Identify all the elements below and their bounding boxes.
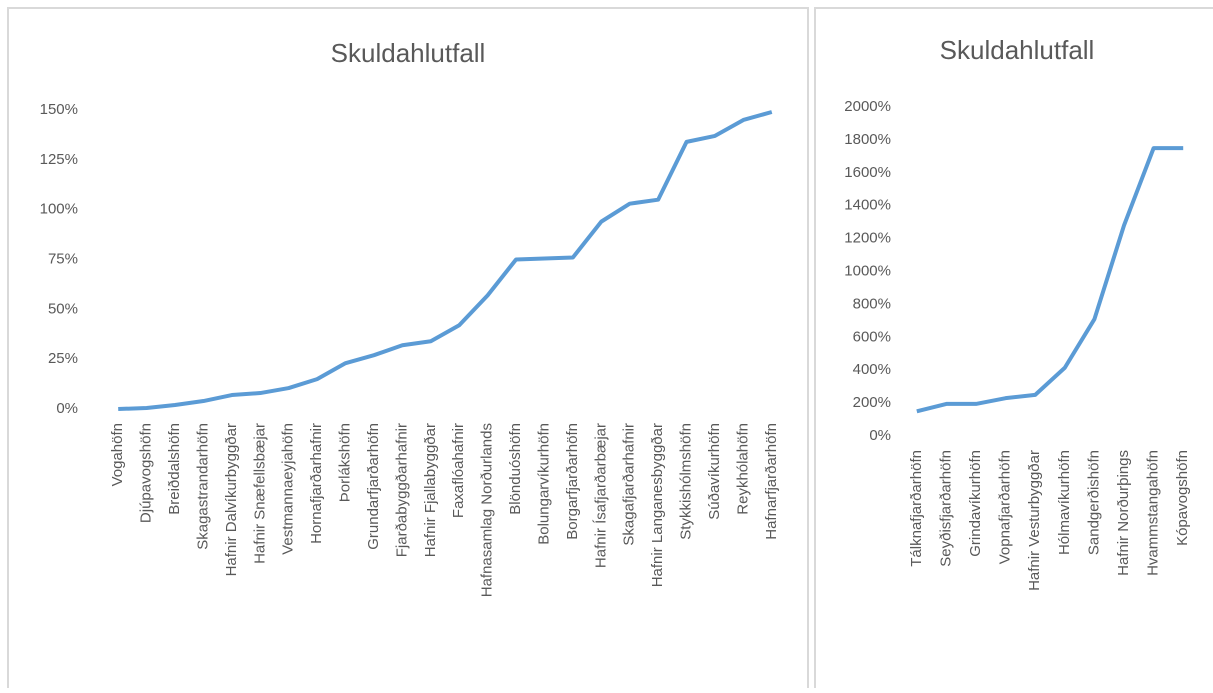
y-tick-label: 125%: [40, 151, 78, 168]
y-tick-label: 0%: [56, 400, 78, 417]
x-tick-label: Borgarfjarðarhöfn: [564, 423, 581, 540]
x-tick-label: Hafnir Ísafjarðarbæjar: [592, 423, 609, 568]
y-tick-label: 1200%: [844, 230, 891, 247]
x-tick-label: Blönduóshöfn: [507, 423, 524, 515]
chart-title: Skuldahlutfall: [331, 38, 486, 68]
x-tick-label: Hafnir Norðurþings: [1115, 450, 1132, 576]
x-tick-label: Skagafjarðarhafnir: [621, 423, 638, 546]
y-tick-label: 75%: [48, 250, 78, 267]
y-tick-label: 400%: [853, 361, 891, 378]
y-tick-label: 50%: [48, 300, 78, 317]
x-tick-label: Grundarfjarðarhöfn: [365, 423, 382, 550]
panel: [7, 7, 809, 693]
x-tick-label: Djúpavogshöfn: [138, 423, 155, 523]
x-tick-label: Kópavogshöfn: [1174, 450, 1191, 546]
x-tick-label: Hafnir Fjallabyggðar: [422, 423, 439, 557]
y-tick-label: 100%: [40, 201, 78, 218]
x-tick-label: Bolungarvíkurhöfn: [535, 423, 552, 545]
x-tick-label: Seyðisfjarðarhöfn: [937, 450, 954, 567]
y-tick-label: 25%: [48, 350, 78, 367]
y-tick-label: 150%: [40, 101, 78, 118]
y-tick-label: 800%: [853, 295, 891, 312]
x-tick-label: Vogahöfn: [109, 423, 126, 486]
x-tick-label: Hafnir Snæfellsbæjar: [251, 423, 268, 564]
x-tick-label: Breiðdalshöfn: [166, 423, 183, 515]
y-tick-label: 1400%: [844, 197, 891, 214]
x-tick-label: Súðavíkurhöfn: [706, 423, 723, 520]
x-tick-label: Fjarðabyggðarhafnir: [393, 423, 410, 557]
y-tick-label: 2000%: [844, 98, 891, 115]
line: [118, 110, 773, 411]
x-tick-label: Hafnasamlag Norðurlands: [479, 423, 496, 597]
x-tick-label: Vopnafjarðarhöfn: [997, 450, 1014, 564]
y-tick-label: 1600%: [844, 164, 891, 181]
x-tick-label: Faxaflóahafnir: [450, 423, 467, 518]
x-tick-label: Sandgerðishöfn: [1085, 450, 1102, 555]
x-tick-label: Hólmavíkurhöfn: [1056, 450, 1073, 555]
line: [916, 146, 1184, 414]
y-tick-label: 1800%: [844, 131, 891, 148]
x-tick-label: Reykhólahöfn: [734, 423, 751, 515]
y-tick-label: 600%: [853, 328, 891, 345]
x-tick-label: Hornafjarðarhafnir: [308, 423, 325, 544]
x-tick-label: Hafnir Vesturbyggðar: [1026, 450, 1043, 591]
x-tick-label: Vestmannaeyjahöfn: [280, 423, 297, 555]
x-tick-label: Skagastrandarhöfn: [194, 423, 211, 550]
x-tick-label: Hafnarfjarðarhöfn: [763, 423, 780, 540]
x-tick-label: Hafnir Dalvíkurbyggðar: [223, 423, 240, 576]
y-tick-label: 200%: [853, 394, 891, 411]
x-tick-label: Hafnir Langanesbyggðar: [649, 423, 666, 587]
x-tick-label: Grindavíkurhöfn: [967, 450, 984, 557]
y-tick-label: 0%: [869, 427, 891, 444]
panel: [814, 7, 1213, 693]
y-tick-label: 1000%: [844, 262, 891, 279]
x-tick-label: Hvammstangahöfn: [1145, 450, 1162, 576]
x-tick-label: Þorlákshöfn: [337, 423, 354, 502]
x-tick-label: Stykkishólmshöfn: [678, 423, 695, 540]
x-tick-label: Tálknafjarðarhöfn: [908, 450, 925, 567]
chart-title: Skuldahlutfall: [940, 35, 1095, 65]
